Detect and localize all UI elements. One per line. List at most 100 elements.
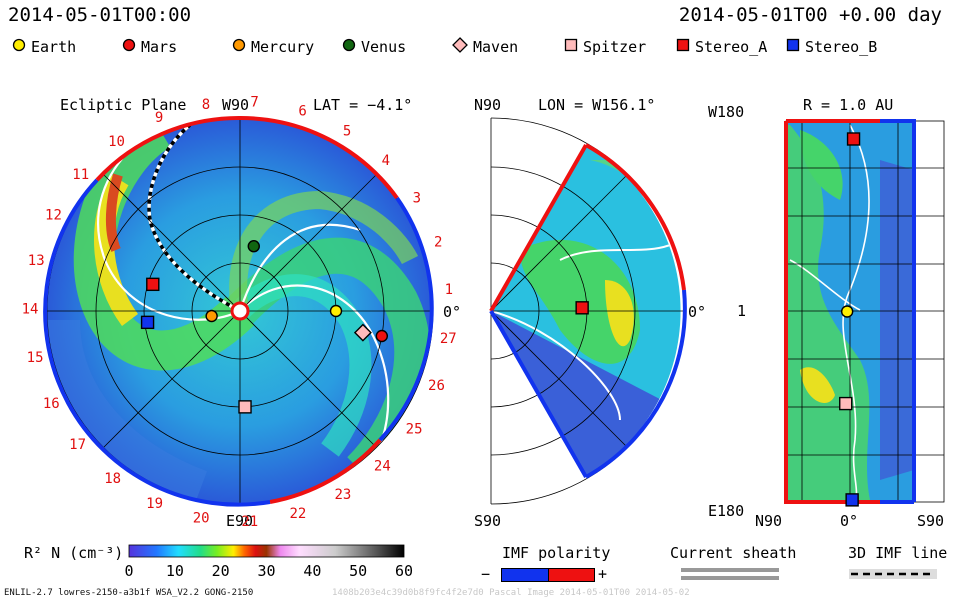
map-objects: [839, 132, 861, 507]
sector-label: 9: [155, 110, 163, 126]
ecliptic-top-label: W90: [222, 96, 250, 114]
colorbar-tick-label: 60: [395, 562, 414, 580]
imf-polarity-label: IMF polarity: [502, 544, 611, 562]
footer-run-id: 1408b203e4c39d0b8f9fc4f2e7d0 Pascal Imag…: [332, 588, 690, 598]
legend-label: Stereo_B: [805, 38, 878, 56]
mercury-marker: [205, 309, 218, 323]
legend-label: Mars: [141, 38, 178, 56]
stereo-a-marker: [146, 277, 160, 292]
ecliptic-objects: [140, 240, 389, 414]
imf-polarity-minus: −: [481, 565, 491, 583]
ecliptic-rim-positive: [95, 115, 241, 182]
ecliptic-rim-negative: [378, 196, 434, 442]
colorbar-tick-label: 20: [211, 562, 230, 580]
colorbar-label: R² N (cm⁻³): [24, 544, 124, 562]
imf-polarity-positive-swatch: [548, 568, 595, 582]
spitzer-marker: [238, 400, 252, 414]
ecliptic-bottom-label: E90: [226, 512, 254, 530]
legend-item-mars: Mars: [122, 37, 177, 57]
meridional-bottom-label: S90: [474, 512, 502, 530]
map-title: R = 1.0 AU: [803, 96, 894, 114]
meridional-top-label: N90: [474, 96, 502, 114]
legend-label: Maven: [473, 38, 519, 56]
sector-label: 18: [104, 471, 121, 487]
legend-item-mercury: Mercury: [232, 37, 314, 57]
spitzer-marker: [839, 396, 853, 411]
map-edge-positive: [784, 121, 914, 504]
legend-label: Spitzer: [583, 38, 647, 56]
meridional-right-label: 0°: [688, 303, 707, 321]
map-y-mid-label: 1: [737, 302, 747, 320]
sector-label: 5: [343, 123, 351, 139]
legend-item-maven: Maven: [452, 37, 518, 57]
stereo-a-marker-icon: [676, 38, 690, 56]
meridional-rim-positive: [585, 143, 686, 291]
legend-label: Earth: [31, 38, 77, 56]
earth-marker: [840, 305, 854, 318]
colorbar-gradient: [128, 544, 405, 558]
ecliptic-rim-positive: [239, 115, 399, 200]
sector-label: 14: [22, 302, 39, 318]
sector-label: 11: [72, 167, 89, 183]
ecliptic-rim-negative: [43, 178, 271, 507]
legend-label: Venus: [361, 38, 407, 56]
sector-label: 1: [445, 282, 453, 298]
legend-item-spitzer: Spitzer: [564, 37, 646, 57]
meridional-edge-positive: [489, 144, 588, 312]
map-y-top-label: W180: [708, 103, 745, 121]
sector-label: 26: [428, 378, 445, 394]
sector-label: 12: [45, 208, 62, 224]
imf-polarity-plus: +: [598, 565, 608, 583]
maven-marker-icon: [452, 37, 468, 57]
map-x-mid-label: 0°: [840, 512, 859, 530]
sector-label: 10: [108, 134, 125, 150]
mars-marker: [375, 329, 389, 343]
stereo-a-marker: [575, 301, 589, 315]
sector-label: 16: [43, 396, 60, 412]
current-sheath-label: Current sheath: [670, 544, 797, 562]
map-y-bottom-label: E180: [708, 502, 745, 520]
meridional-edge-negative: [489, 310, 588, 478]
stereo-b-marker-icon: [786, 38, 800, 56]
colorbar-tick-label: 10: [165, 562, 184, 580]
legend-item-stereo-b: Stereo_B: [786, 37, 877, 57]
sector-label: 17: [69, 437, 86, 453]
colorbar-tick-label: 30: [257, 562, 276, 580]
colorbar-tick-label: 50: [349, 562, 368, 580]
sector-label: 21: [241, 514, 258, 530]
colorbar-tick-label: 0: [124, 562, 134, 580]
sector-label: 15: [27, 350, 44, 366]
maven-marker: [353, 323, 372, 342]
ecliptic-right-label: 0°: [443, 303, 462, 321]
map-x-right-label: S90: [917, 512, 945, 530]
stereo-b-marker: [140, 315, 155, 330]
sun-inner-boundary: [230, 301, 250, 321]
mercury-marker-icon: [232, 38, 246, 56]
sector-label: 19: [146, 496, 163, 512]
timestamp-left: 2014-05-01T00:00: [8, 4, 192, 26]
sector-label: 22: [289, 506, 306, 522]
earth-marker: [329, 304, 343, 318]
sector-label: 4: [382, 153, 390, 169]
legend-label: Mercury: [251, 38, 315, 56]
stereo-b-marker: [845, 493, 859, 507]
sector-label: 25: [406, 421, 423, 437]
meridional-rim-negative: [585, 289, 687, 479]
legend-label: Stereo_A: [695, 38, 768, 56]
map-edge-negative: [880, 119, 916, 502]
sector-label: 7: [250, 95, 258, 111]
ecliptic-imf-line-dash: [147, 123, 241, 313]
sector-label: 3: [413, 191, 421, 207]
meridional-objects: [575, 301, 589, 315]
ecliptic-title: Ecliptic Plane: [60, 96, 187, 114]
stereo-a-marker: [846, 132, 861, 146]
legend-item-earth: Earth: [12, 37, 76, 57]
sector-label: 8: [202, 97, 210, 113]
sector-label: 20: [193, 510, 210, 526]
